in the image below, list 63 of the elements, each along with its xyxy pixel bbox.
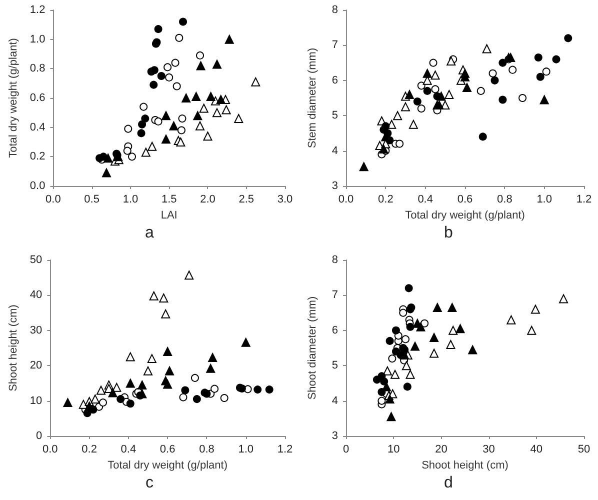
y-tick-label: 1.2 xyxy=(30,4,46,16)
y-tick-label: 6 xyxy=(332,74,338,86)
x-tick-label: 10 xyxy=(387,444,400,456)
x-tick-label: 0.2 xyxy=(82,444,97,456)
x-tick-label: 2.5 xyxy=(238,194,254,206)
x-tick-label: 1.2 xyxy=(576,194,592,206)
y-tick-label: 4 xyxy=(332,144,338,157)
y-tick-label: 8 xyxy=(332,254,338,266)
y-tick-label: 0.8 xyxy=(30,62,46,75)
y-tick-label: 20 xyxy=(30,360,42,372)
y-tick-label: 7 xyxy=(332,289,338,302)
y-tick-label: 5 xyxy=(332,360,338,372)
y-tick-label: 10 xyxy=(30,394,42,407)
x-tick-label: 3.0 xyxy=(277,194,293,206)
x-tick-label: 50 xyxy=(578,444,590,456)
y-tick-label: 50 xyxy=(30,254,42,266)
x-tick-label: 2.0 xyxy=(200,194,216,206)
x-tick-label: 1.2 xyxy=(277,444,293,456)
x-axis-title: Total dry weight (g/plant) xyxy=(108,460,228,472)
x-tick-label: 0.8 xyxy=(497,194,512,206)
x-tick-label: 0.5 xyxy=(84,194,100,206)
x-tick-label: 40 xyxy=(530,444,543,456)
y-tick-label: 0.2 xyxy=(30,150,46,163)
x-tick-label: 0.2 xyxy=(378,194,394,206)
x-tick-label: 0.8 xyxy=(199,444,214,456)
y-axis-title: Stem diameter (mm) xyxy=(306,48,318,148)
x-tick-label: 30 xyxy=(482,444,495,456)
x-tick-label: 1.0 xyxy=(122,194,138,206)
y-tick-label: 40 xyxy=(30,289,42,302)
x-tick-label: 0.0 xyxy=(42,444,58,456)
x-tick-label: 1.0 xyxy=(238,444,254,456)
y-tick-label: 7 xyxy=(332,39,338,52)
y-tick-label: 0 xyxy=(36,430,42,442)
x-tick-label: 0.4 xyxy=(418,194,433,206)
y-tick-label: 0.0 xyxy=(30,180,46,192)
y-tick-label: 5 xyxy=(332,110,338,122)
x-axis-title: Shoot height (cm) xyxy=(422,460,508,472)
y-axis-title: Shoot diameter (mm) xyxy=(306,296,318,400)
x-tick-label: 0.6 xyxy=(457,194,473,206)
x-tick-label: 0.4 xyxy=(120,444,136,456)
text: d xyxy=(444,474,453,492)
text: a xyxy=(145,224,154,242)
y-axis-title: Shoot height (cm) xyxy=(8,304,20,392)
y-tick-label: 6 xyxy=(332,324,338,336)
x-tick-label: 1.0 xyxy=(536,194,552,206)
x-tick-label: 1.5 xyxy=(161,194,177,206)
y-tick-label: 30 xyxy=(30,324,42,336)
x-tick-label: 0.0 xyxy=(46,194,61,206)
x-tick-label: 0 xyxy=(342,444,350,456)
y-tick-label: 8 xyxy=(332,4,338,16)
y-tick-label: 1.0 xyxy=(30,33,46,46)
text: c xyxy=(146,474,154,492)
x-tick-label: 20 xyxy=(435,444,448,456)
y-tick-label: 0.6 xyxy=(30,92,46,104)
y-tick-label: 3 xyxy=(332,430,338,442)
text: b xyxy=(444,224,454,242)
y-axis-title: Total dry weight (g/plant) xyxy=(8,38,20,158)
y-tick-label: 3 xyxy=(332,180,338,192)
x-axis-title: LAI xyxy=(160,210,178,222)
x-axis-title: Total dry weight (g/plant) xyxy=(405,210,525,222)
y-tick-label: 4 xyxy=(332,394,338,407)
x-tick-label: 0.6 xyxy=(160,444,176,456)
y-tick-label: 0.4 xyxy=(30,121,46,134)
